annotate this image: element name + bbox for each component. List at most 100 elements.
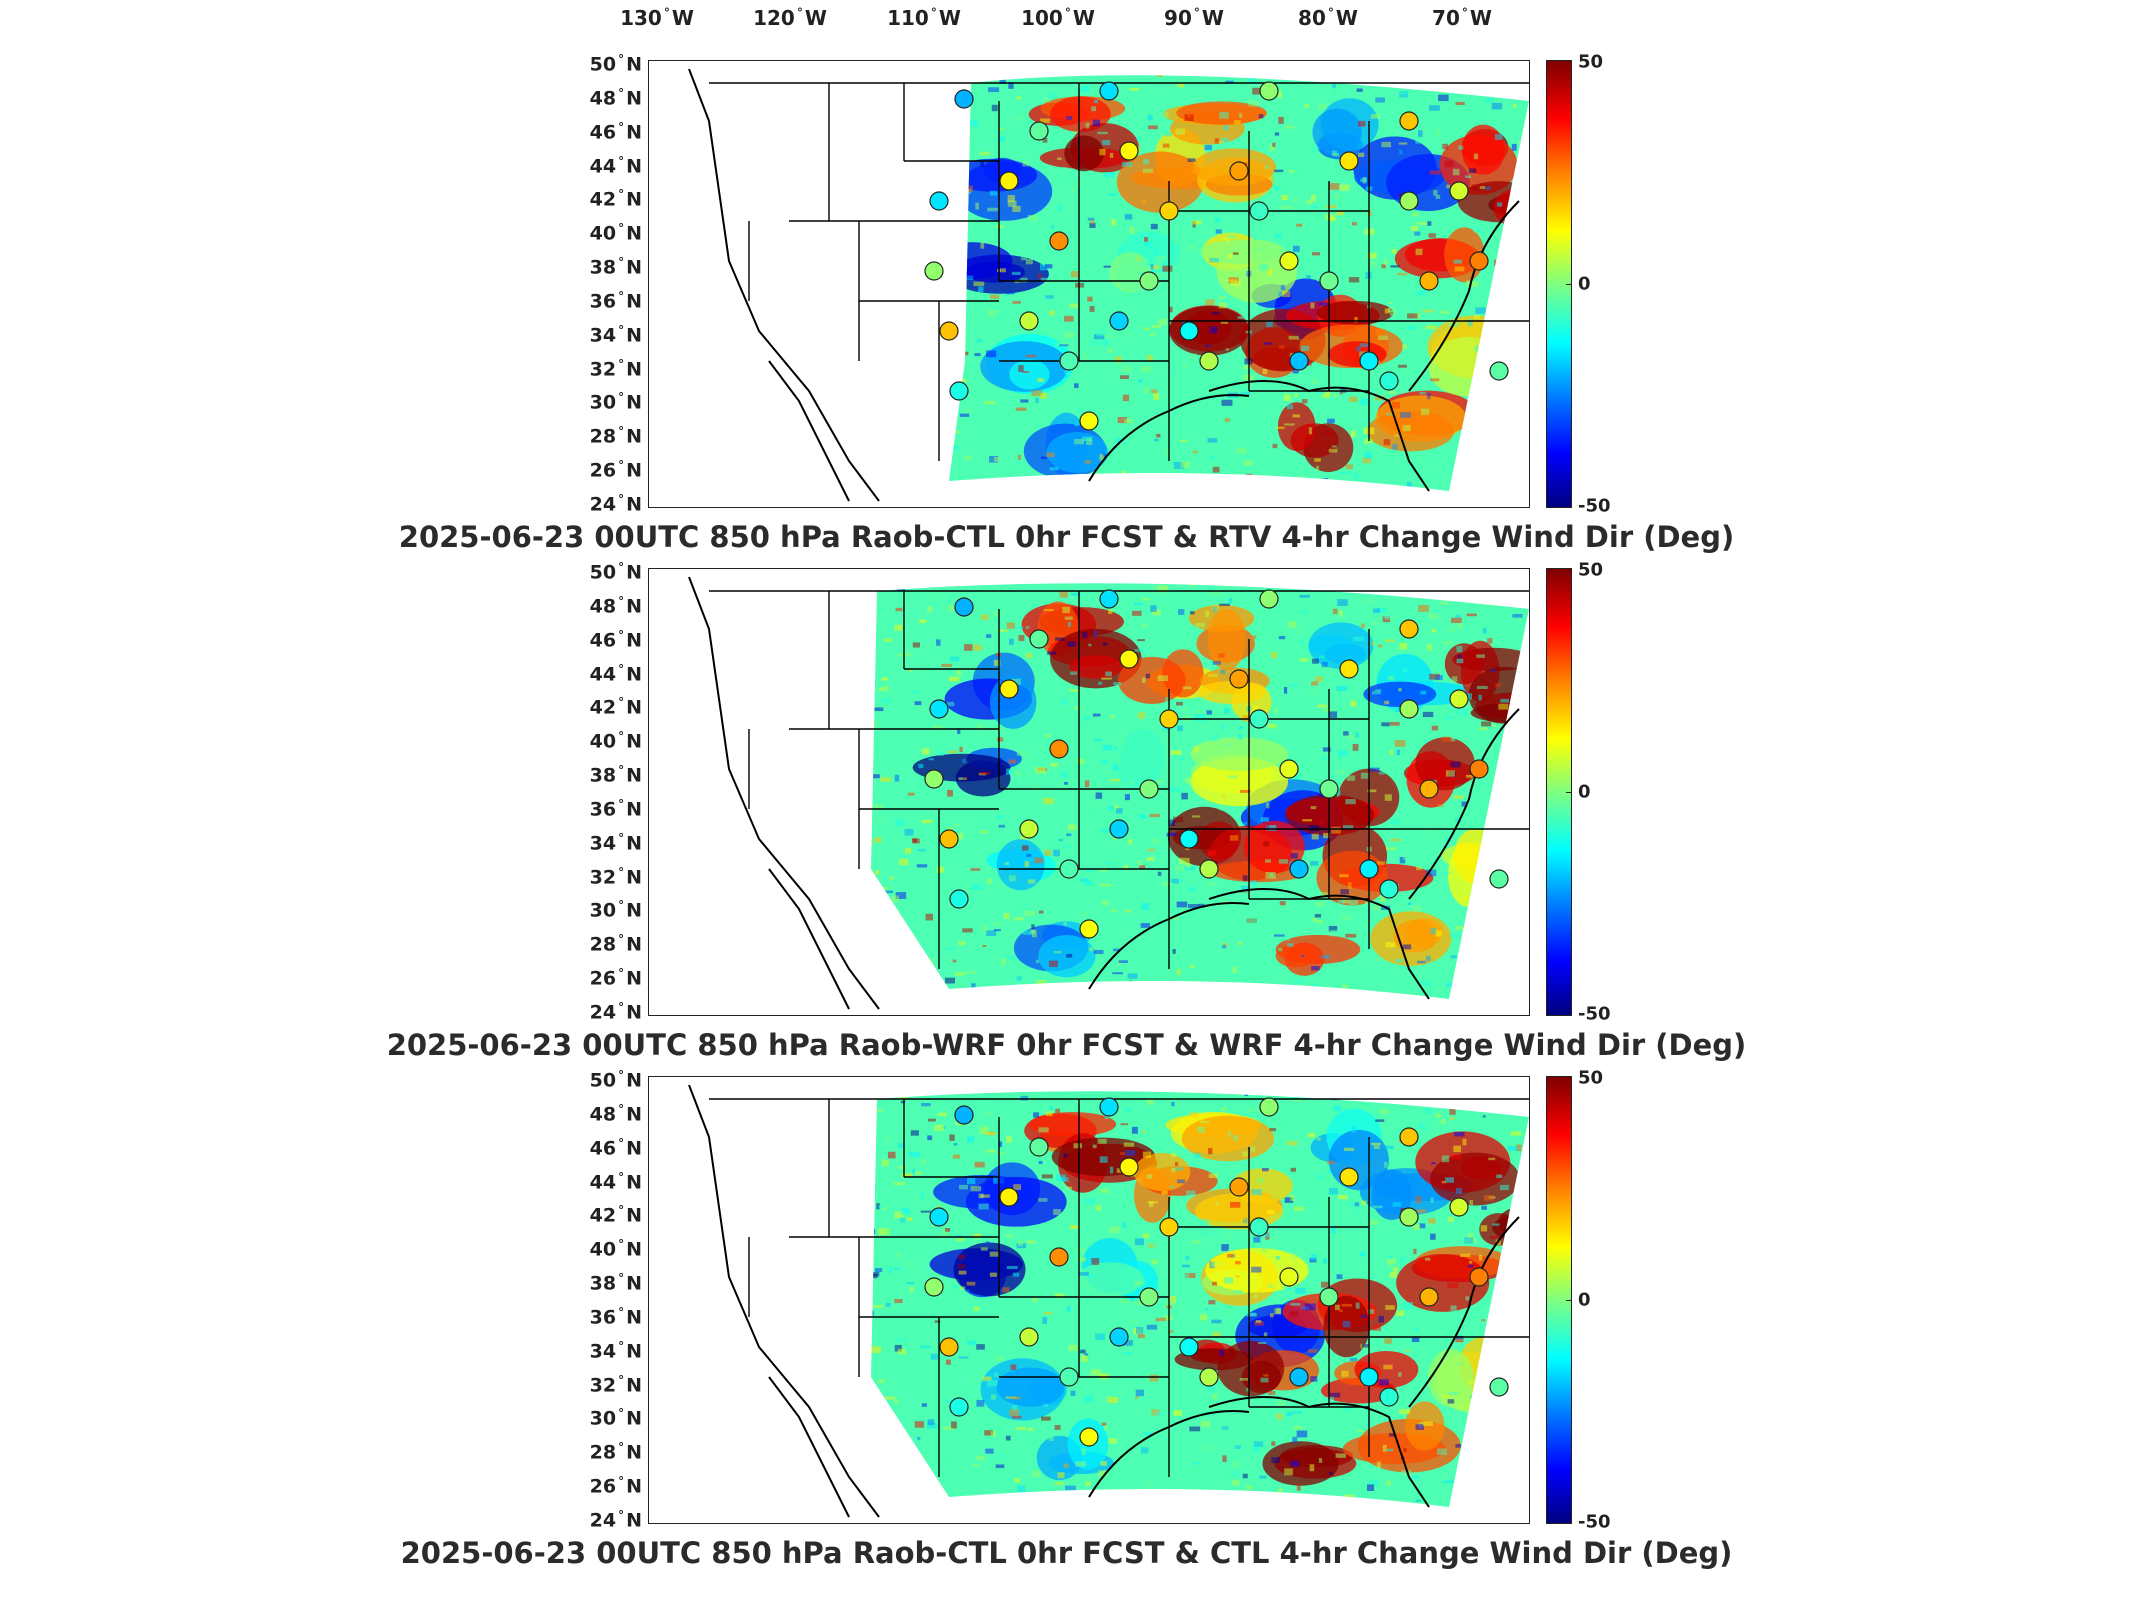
lat-label-24n: 24 ° N	[589, 1000, 642, 1024]
colorbar-mid-label: 0	[1578, 1289, 1591, 1311]
raob-station-marker	[1489, 869, 1509, 889]
raob-station-marker	[1469, 251, 1489, 271]
raob-station-marker	[1109, 1327, 1129, 1347]
raob-station-marker	[1019, 819, 1039, 839]
latitude-axis: 50 ° N 48 ° N 46 ° N 44 ° N 42 ° N 40 ° N 38 ° N 36 ° N 34 ° N 32 ° N…	[570, 52, 642, 515]
raob-station-marker	[949, 381, 969, 401]
lon-label-100w: 100 ° W	[1021, 6, 1095, 30]
latitude-axis: 50 ° N 48 ° N 46 ° N 44 ° N 42 ° N 40 ° N 38 ° N 36 ° N 34 ° N 32 ° N…	[570, 560, 642, 1023]
raob-station-marker	[1379, 879, 1399, 899]
panel-title: 2025-06-23 00UTC 850 hPa Raob-CTL 0hr FC…	[398, 520, 1735, 554]
lat-label-50n: 50 ° N	[589, 1068, 642, 1092]
raob-station-marker	[1319, 271, 1339, 291]
colorbar-max-label: 50	[1578, 1067, 1604, 1089]
raob-station-marker	[1099, 1097, 1119, 1117]
raob-station-marker	[1449, 1197, 1469, 1217]
raob-station-marker	[1159, 201, 1179, 221]
raob-station-marker	[1419, 1287, 1439, 1307]
raob-station-marker	[929, 191, 949, 211]
raob-station-marker	[1019, 1327, 1039, 1347]
raob-station-marker	[1229, 1177, 1249, 1197]
raob-station-marker	[1379, 371, 1399, 391]
raob-station-marker	[1059, 351, 1079, 371]
lat-label-44n: 44 ° N	[589, 1169, 642, 1194]
lat-label-38n: 38 ° N	[589, 763, 642, 787]
raob-station-marker	[1119, 141, 1139, 161]
colorbar-min-label: -50	[1578, 495, 1611, 517]
raob-station-marker	[999, 1187, 1019, 1207]
raob-station-marker	[954, 89, 974, 109]
lat-label-38n: 38 ° N	[589, 1271, 642, 1295]
raob-station-marker	[1179, 829, 1199, 849]
lat-label-42n: 42 ° N	[589, 1203, 642, 1228]
lat-label-28n: 28 ° N	[589, 1440, 642, 1464]
lon-label-110w: 110 ° W	[887, 6, 961, 30]
longitude-axis: 130 ° W 120 ° W 110 ° W 100 ° W 90 ° W 80 ° W 70 ° W	[0, 6, 2133, 36]
raob-station-marker	[1159, 709, 1179, 729]
raob-station-marker	[929, 699, 949, 719]
lat-label-34n: 34 ° N	[589, 1339, 642, 1363]
raob-station-marker	[1049, 739, 1069, 759]
lat-label-42n: 42 ° N	[589, 695, 642, 720]
raob-station-marker	[1109, 819, 1129, 839]
raob-station-marker	[1079, 411, 1099, 431]
raob-station-marker	[1159, 1217, 1179, 1237]
raob-station-marker	[1229, 669, 1249, 689]
raob-station-marker	[999, 679, 1019, 699]
raob-station-marker	[1249, 709, 1269, 729]
colorbar-min-label: -50	[1578, 1511, 1611, 1533]
raob-station-marker	[1399, 619, 1419, 639]
raob-station-marker	[924, 769, 944, 789]
lat-label-36n: 36 ° N	[589, 797, 642, 821]
lat-label-26n: 26 ° N	[589, 966, 642, 990]
raob-station-marker	[1279, 251, 1299, 271]
raob-station-marker	[1049, 231, 1069, 251]
raob-station-marker	[939, 1337, 959, 1357]
raob-station-marker	[1359, 1367, 1379, 1387]
raob-station-marker	[1079, 919, 1099, 939]
lat-label-36n: 36 ° N	[589, 1305, 642, 1329]
raob-station-marker	[1399, 1207, 1419, 1227]
map-plot	[648, 568, 1530, 1016]
raob-station-marker	[1489, 361, 1509, 381]
lat-label-26n: 26 ° N	[589, 458, 642, 482]
raob-station-marker	[1139, 779, 1159, 799]
lat-label-40n: 40 ° N	[589, 221, 642, 245]
lon-label-90w: 90 ° W	[1164, 6, 1224, 30]
colorbar-mid-tick	[1566, 1300, 1572, 1301]
raob-station-marker	[1259, 1097, 1279, 1117]
raob-station-marker	[924, 1277, 944, 1297]
raob-station-marker	[1199, 351, 1219, 371]
raob-station-marker	[1029, 629, 1049, 649]
lat-label-26n: 26 ° N	[589, 1474, 642, 1498]
raob-station-marker	[1029, 121, 1049, 141]
lon-label-80w: 80 ° W	[1298, 6, 1358, 30]
lon-label-70w: 70 ° W	[1432, 6, 1492, 30]
lat-label-30n: 30 ° N	[589, 390, 642, 415]
lat-label-48n: 48 ° N	[589, 1102, 642, 1126]
raob-station-marker	[999, 171, 1019, 191]
map-svg	[688, 1084, 1529, 1518]
raob-station-marker	[1339, 659, 1359, 679]
lat-label-46n: 46 ° N	[589, 628, 642, 652]
raob-station-marker	[929, 1207, 949, 1227]
raob-station-marker	[1379, 1387, 1399, 1407]
raob-station-marker	[1289, 1367, 1309, 1387]
latitude-axis: 50 ° N 48 ° N 46 ° N 44 ° N 42 ° N 40 ° N 38 ° N 36 ° N 34 ° N 32 ° N…	[570, 1068, 642, 1531]
lat-label-50n: 50 ° N	[589, 52, 642, 76]
lat-label-40n: 40 ° N	[589, 729, 642, 753]
lat-label-48n: 48 ° N	[589, 86, 642, 110]
raob-station-marker	[1449, 689, 1469, 709]
lat-label-48n: 48 ° N	[589, 594, 642, 618]
lat-label-28n: 28 ° N	[589, 932, 642, 956]
raob-station-marker	[1109, 311, 1129, 331]
raob-station-marker	[1449, 181, 1469, 201]
lat-label-30n: 30 ° N	[589, 1406, 642, 1431]
lat-label-32n: 32 ° N	[589, 356, 642, 381]
lat-label-24n: 24 ° N	[589, 1508, 642, 1532]
raob-station-marker	[924, 261, 944, 281]
lat-label-24n: 24 ° N	[589, 492, 642, 516]
colorbar-mid-tick	[1566, 792, 1572, 793]
raob-station-marker	[949, 1397, 969, 1417]
raob-station-marker	[1179, 321, 1199, 341]
